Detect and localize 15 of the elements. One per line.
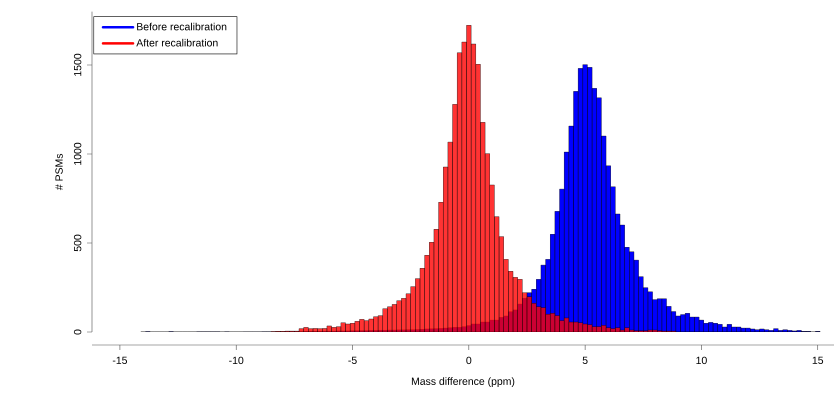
x-tick-label: 5 xyxy=(582,356,588,364)
y-tick-label: 1500 xyxy=(74,54,82,76)
x-tick-label: -5 xyxy=(348,356,357,364)
x-tick-label: -10 xyxy=(229,356,244,364)
legend-label: After recalibration xyxy=(136,38,218,47)
x-tick-label: 0 xyxy=(466,356,472,364)
y-tick-label: 1000 xyxy=(74,142,82,165)
y-tick-label: 0 xyxy=(74,330,82,334)
x-axis-title: Mass difference (ppm) xyxy=(412,377,514,388)
y-axis-title: # PSMs xyxy=(55,154,63,190)
legend-label: Before recalibration xyxy=(137,22,226,30)
x-tick-label: 15 xyxy=(812,356,824,364)
y-tick-label: 500 xyxy=(74,234,82,252)
x-tick-label: -15 xyxy=(112,356,128,364)
x-tick-label: 10 xyxy=(696,356,707,364)
